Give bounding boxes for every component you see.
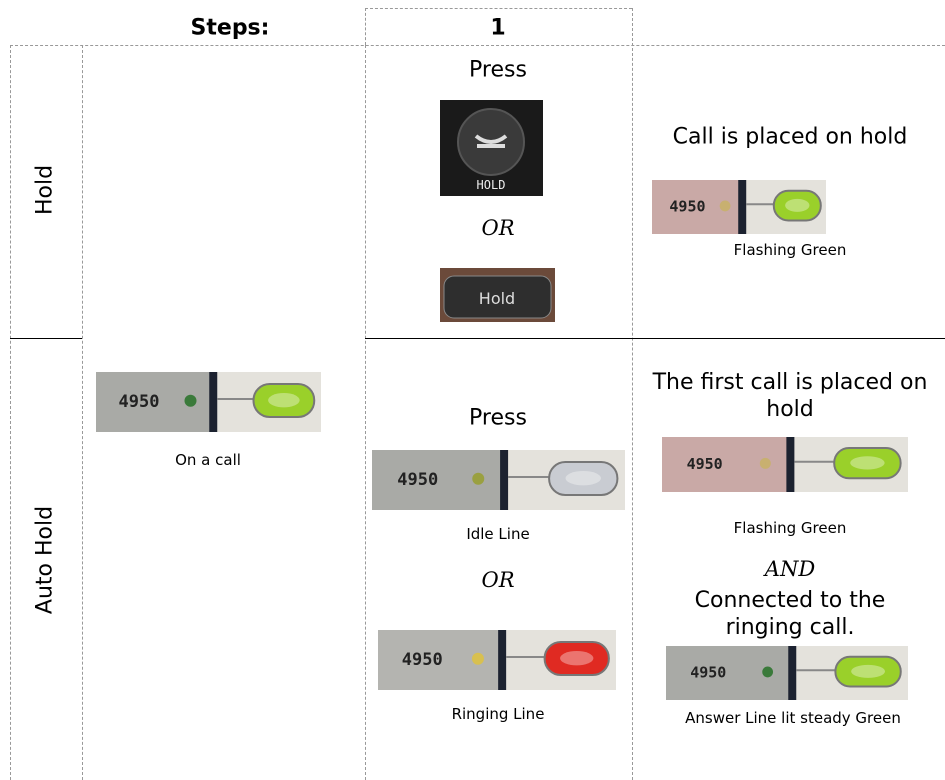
press-text: Press bbox=[469, 405, 527, 431]
hold-softkey-image: Hold bbox=[440, 268, 555, 322]
line-bg bbox=[372, 450, 507, 510]
steps-label: Steps: bbox=[190, 15, 270, 41]
line-icon bbox=[719, 200, 731, 212]
hold-key-image: HOLD bbox=[440, 100, 543, 196]
line-bg bbox=[662, 437, 793, 492]
line-image: 4950 bbox=[652, 180, 826, 234]
border bbox=[10, 45, 945, 46]
border bbox=[82, 45, 83, 780]
divider bbox=[498, 630, 507, 690]
caption: Flashing Green bbox=[733, 519, 847, 537]
line-image: 4950 bbox=[378, 630, 616, 690]
line-image: 4950 bbox=[372, 450, 625, 510]
caption: On a call bbox=[175, 451, 241, 469]
led-glow bbox=[565, 471, 601, 486]
and-text: AND bbox=[764, 557, 816, 581]
line-image: 4950 bbox=[662, 437, 908, 492]
line-number: 4950 bbox=[402, 650, 443, 670]
result-text: Connected to the ringing call. bbox=[694, 588, 886, 640]
caption: Ringing Line bbox=[451, 705, 545, 723]
line-image: 4950 bbox=[666, 646, 908, 700]
divider bbox=[209, 372, 218, 432]
border bbox=[365, 8, 366, 45]
line-icon bbox=[762, 666, 774, 678]
row-label-text: Hold bbox=[32, 164, 58, 216]
line-icon bbox=[759, 457, 771, 469]
caption: Answer Line lit steady Green bbox=[685, 709, 901, 727]
led-glow bbox=[850, 456, 885, 470]
row-divider bbox=[10, 338, 82, 339]
led-glow bbox=[560, 651, 594, 666]
line-icon bbox=[472, 472, 485, 485]
step-number: 1 bbox=[490, 15, 506, 41]
row-divider bbox=[365, 338, 945, 339]
led bbox=[543, 641, 610, 676]
row-label-text: Auto Hold bbox=[32, 505, 58, 615]
led-glow bbox=[268, 393, 300, 408]
border bbox=[365, 8, 632, 9]
line-icon bbox=[471, 652, 484, 665]
divider bbox=[788, 646, 797, 700]
line-number: 4950 bbox=[397, 470, 438, 490]
led bbox=[772, 189, 822, 222]
led-glow bbox=[851, 664, 886, 678]
or-text: OR bbox=[481, 568, 515, 592]
led bbox=[834, 655, 902, 688]
border bbox=[10, 45, 11, 780]
hold-key-label: HOLD bbox=[477, 178, 506, 192]
caption: Flashing Green bbox=[733, 241, 847, 259]
line-number: 4950 bbox=[669, 197, 705, 215]
led bbox=[252, 383, 316, 418]
led bbox=[833, 447, 902, 480]
border bbox=[632, 8, 633, 780]
or-text: OR bbox=[481, 216, 515, 240]
divider bbox=[738, 180, 747, 234]
led-glow bbox=[785, 198, 810, 212]
line-icon bbox=[184, 394, 197, 407]
result-text: The first call is placed on hold bbox=[652, 370, 928, 422]
border bbox=[365, 45, 366, 780]
caption: Idle Line bbox=[466, 525, 530, 543]
line-number: 4950 bbox=[119, 392, 160, 412]
divider bbox=[786, 437, 795, 492]
softkey-label: Hold bbox=[479, 289, 515, 308]
line-number: 4950 bbox=[687, 455, 723, 473]
divider bbox=[500, 450, 509, 510]
result-text: Call is placed on hold bbox=[672, 124, 908, 150]
line-image: 4950 bbox=[96, 372, 321, 432]
press-text: Press bbox=[469, 57, 527, 83]
line-bg bbox=[666, 646, 795, 700]
line-number: 4950 bbox=[690, 663, 726, 681]
led bbox=[548, 461, 619, 496]
